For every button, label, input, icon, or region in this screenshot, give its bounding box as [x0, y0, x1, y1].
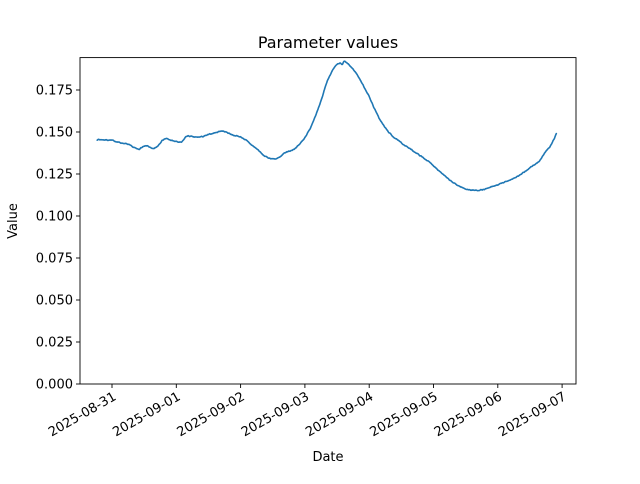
y-tick-label: 0.175 [36, 83, 73, 98]
x-tick-label: 2025-09-04 [303, 389, 376, 440]
x-tick-label: 2025-09-03 [239, 389, 312, 440]
y-tick-label: 0.000 [36, 378, 73, 393]
x-tick-label: 2025-09-07 [496, 389, 569, 440]
series-line [96, 60, 558, 192]
y-tick-label: 0.075 [36, 251, 73, 266]
x-axis-label: Date [312, 450, 343, 465]
y-tick-label: 0.150 [36, 125, 73, 140]
x-tick-label: 2025-09-06 [432, 389, 505, 440]
x-tick-label: 2025-09-05 [368, 389, 441, 440]
y-tick-label: 0.125 [36, 167, 73, 182]
chart-title: Parameter values [258, 33, 398, 52]
y-axis-label: Value [6, 203, 21, 239]
y-tick-label: 0.025 [36, 335, 73, 350]
axes-layer: 2025-08-312025-09-012025-09-022025-09-03… [36, 83, 569, 440]
x-tick-label: 2025-08-31 [46, 389, 119, 440]
x-tick-label: 2025-09-01 [110, 389, 183, 440]
y-tick-label: 0.050 [36, 293, 73, 308]
x-tick-label: 2025-09-02 [175, 389, 248, 440]
series-layer [96, 60, 558, 192]
plot-border [79, 57, 577, 385]
y-tick-label: 0.100 [36, 209, 73, 224]
